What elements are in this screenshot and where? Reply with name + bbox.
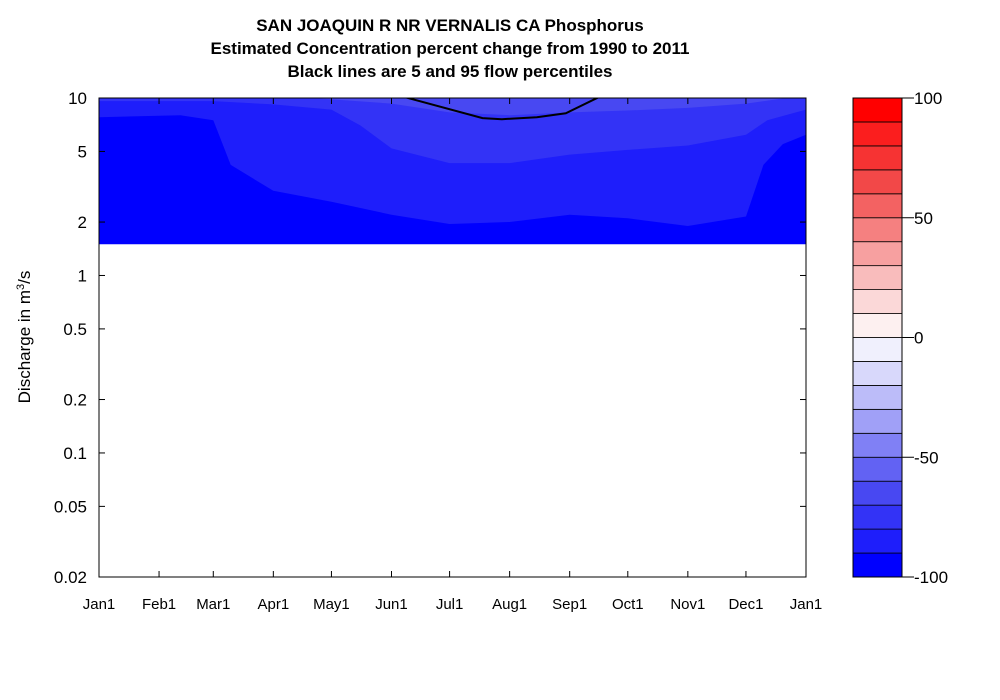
chart-title: SAN JOAQUIN R NR VERNALIS CA Phosphorus	[256, 16, 644, 35]
colorbar-cell	[852, 337, 903, 362]
colorbar-cell	[852, 480, 903, 506]
x-tick-label: Jul1	[436, 596, 464, 613]
x-tick-label: Dec1	[728, 596, 763, 613]
x-axis: Jan1 Feb1 Mar1 Apr1 May1 Jun1 Jul1 Aug1 Sep1 Oct1…	[83, 98, 823, 613]
y-tick-label: 0.05	[54, 497, 87, 516]
x-tick-label: May1	[313, 596, 350, 613]
colorbar-cell	[852, 432, 903, 458]
chart-subtitle: Estimated Concentration percent change f…	[210, 39, 690, 58]
colorbar-cell	[852, 265, 903, 290]
percentile-line-0	[404, 98, 600, 121]
plot-frame	[98, 97, 807, 578]
contour-fill-group	[99, 98, 806, 245]
x-tick-label: Nov1	[670, 596, 705, 613]
y-axis-label: Discharge in m3/s	[15, 271, 34, 404]
colorbar: 100 50 0 -50 -100	[852, 89, 948, 587]
x-tick-label: Jan1	[790, 596, 823, 613]
percentile-lines-group	[404, 98, 600, 121]
colorbar-tick-label: 50	[914, 209, 933, 228]
colorbar-cell	[852, 241, 903, 267]
colorbar-cell	[852, 97, 903, 123]
colorbar-tick-label: -100	[914, 568, 948, 587]
chart-subtitle-2: Black lines are 5 and 95 flow percentile…	[287, 62, 613, 81]
y-tick-label: 0.2	[63, 391, 87, 410]
y-tick-label: 2	[78, 213, 87, 232]
y-tick-label: 0.1	[63, 444, 87, 463]
colorbar-cell	[852, 121, 903, 147]
contour-region-3	[312, 98, 787, 116]
contour-region-2	[99, 98, 806, 164]
x-tick-label: Aug1	[492, 596, 527, 613]
colorbar-cell	[852, 552, 903, 578]
y-tick-label: 5	[78, 142, 87, 161]
colorbar-cell	[852, 169, 903, 195]
colorbar-cell	[852, 217, 903, 243]
x-tick-label: Feb1	[142, 596, 176, 613]
colorbar-tick-label: -50	[914, 448, 939, 467]
colorbar-tick-label: 0	[914, 329, 923, 348]
colorbar-cell	[852, 361, 903, 386]
y-tick-label: 0.5	[63, 320, 87, 339]
x-tick-label: Jan1	[83, 596, 116, 613]
colorbar-cell	[852, 408, 903, 434]
colorbar-cell	[852, 193, 903, 219]
x-tick-label: Oct1	[612, 596, 644, 613]
colorbar-cell	[852, 145, 903, 171]
colorbar-cell	[852, 289, 903, 314]
y-tick-label: 10	[68, 89, 87, 108]
y-axis: 10 5 2 1 0.5 0.2 0.1 0.05 0.02	[54, 89, 806, 587]
x-tick-label: Apr1	[257, 596, 289, 613]
colorbar-cell	[852, 313, 903, 338]
y-tick-label: 0.02	[54, 568, 87, 587]
colorbar-cell	[852, 528, 903, 554]
colorbar-cell	[852, 384, 903, 410]
colorbar-tick-label: 100	[914, 89, 942, 108]
x-tick-label: Mar1	[196, 596, 230, 613]
y-tick-label: 1	[78, 266, 87, 285]
colorbar-cell	[852, 504, 903, 530]
colorbar-cell	[852, 456, 903, 482]
x-tick-label: Jun1	[375, 596, 408, 613]
x-tick-label: Sep1	[552, 596, 587, 613]
